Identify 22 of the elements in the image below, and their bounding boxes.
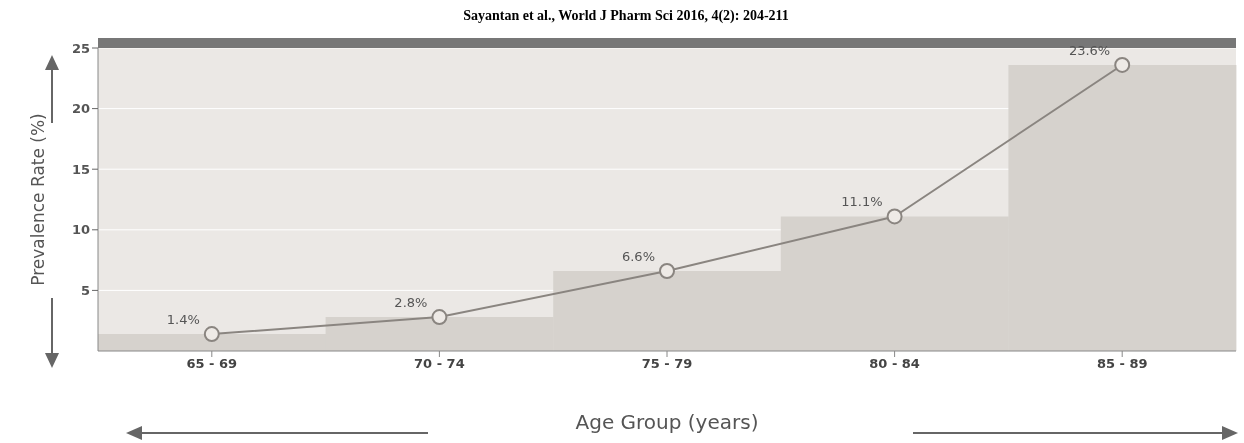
x-tick-label: 70 - 74 <box>414 356 465 372</box>
data-label: 2.8% <box>394 295 428 311</box>
x-tick-label: 75 - 79 <box>641 356 693 372</box>
x-tick-label: 80 - 84 <box>869 356 920 372</box>
y-axis-title: Prevalence Rate (%) <box>28 113 49 286</box>
point <box>203 326 220 343</box>
y-tick-label: 15 <box>71 161 90 177</box>
text: Sayantan et al., World J Pharm Sci 2016, 4(2): 204-211 <box>462 8 790 25</box>
point <box>886 208 903 225</box>
x-tick-label: 85 - 89 <box>1096 356 1148 372</box>
data-label: 6.6% <box>621 249 655 265</box>
y-tick-label: 25 <box>71 40 90 56</box>
x-axis-title: Age Group (years) <box>575 410 759 434</box>
point <box>659 263 675 280</box>
point <box>1114 56 1131 73</box>
data-label: 11.1% <box>841 194 883 210</box>
y-tick-label: 10 <box>71 222 90 238</box>
x-tick-label: 65 - 69 <box>186 356 238 372</box>
point <box>431 309 448 326</box>
data-label: 1.4% <box>166 312 200 328</box>
y-tick-label: 20 <box>71 101 90 117</box>
y-tick-label: 5 <box>80 283 90 299</box>
